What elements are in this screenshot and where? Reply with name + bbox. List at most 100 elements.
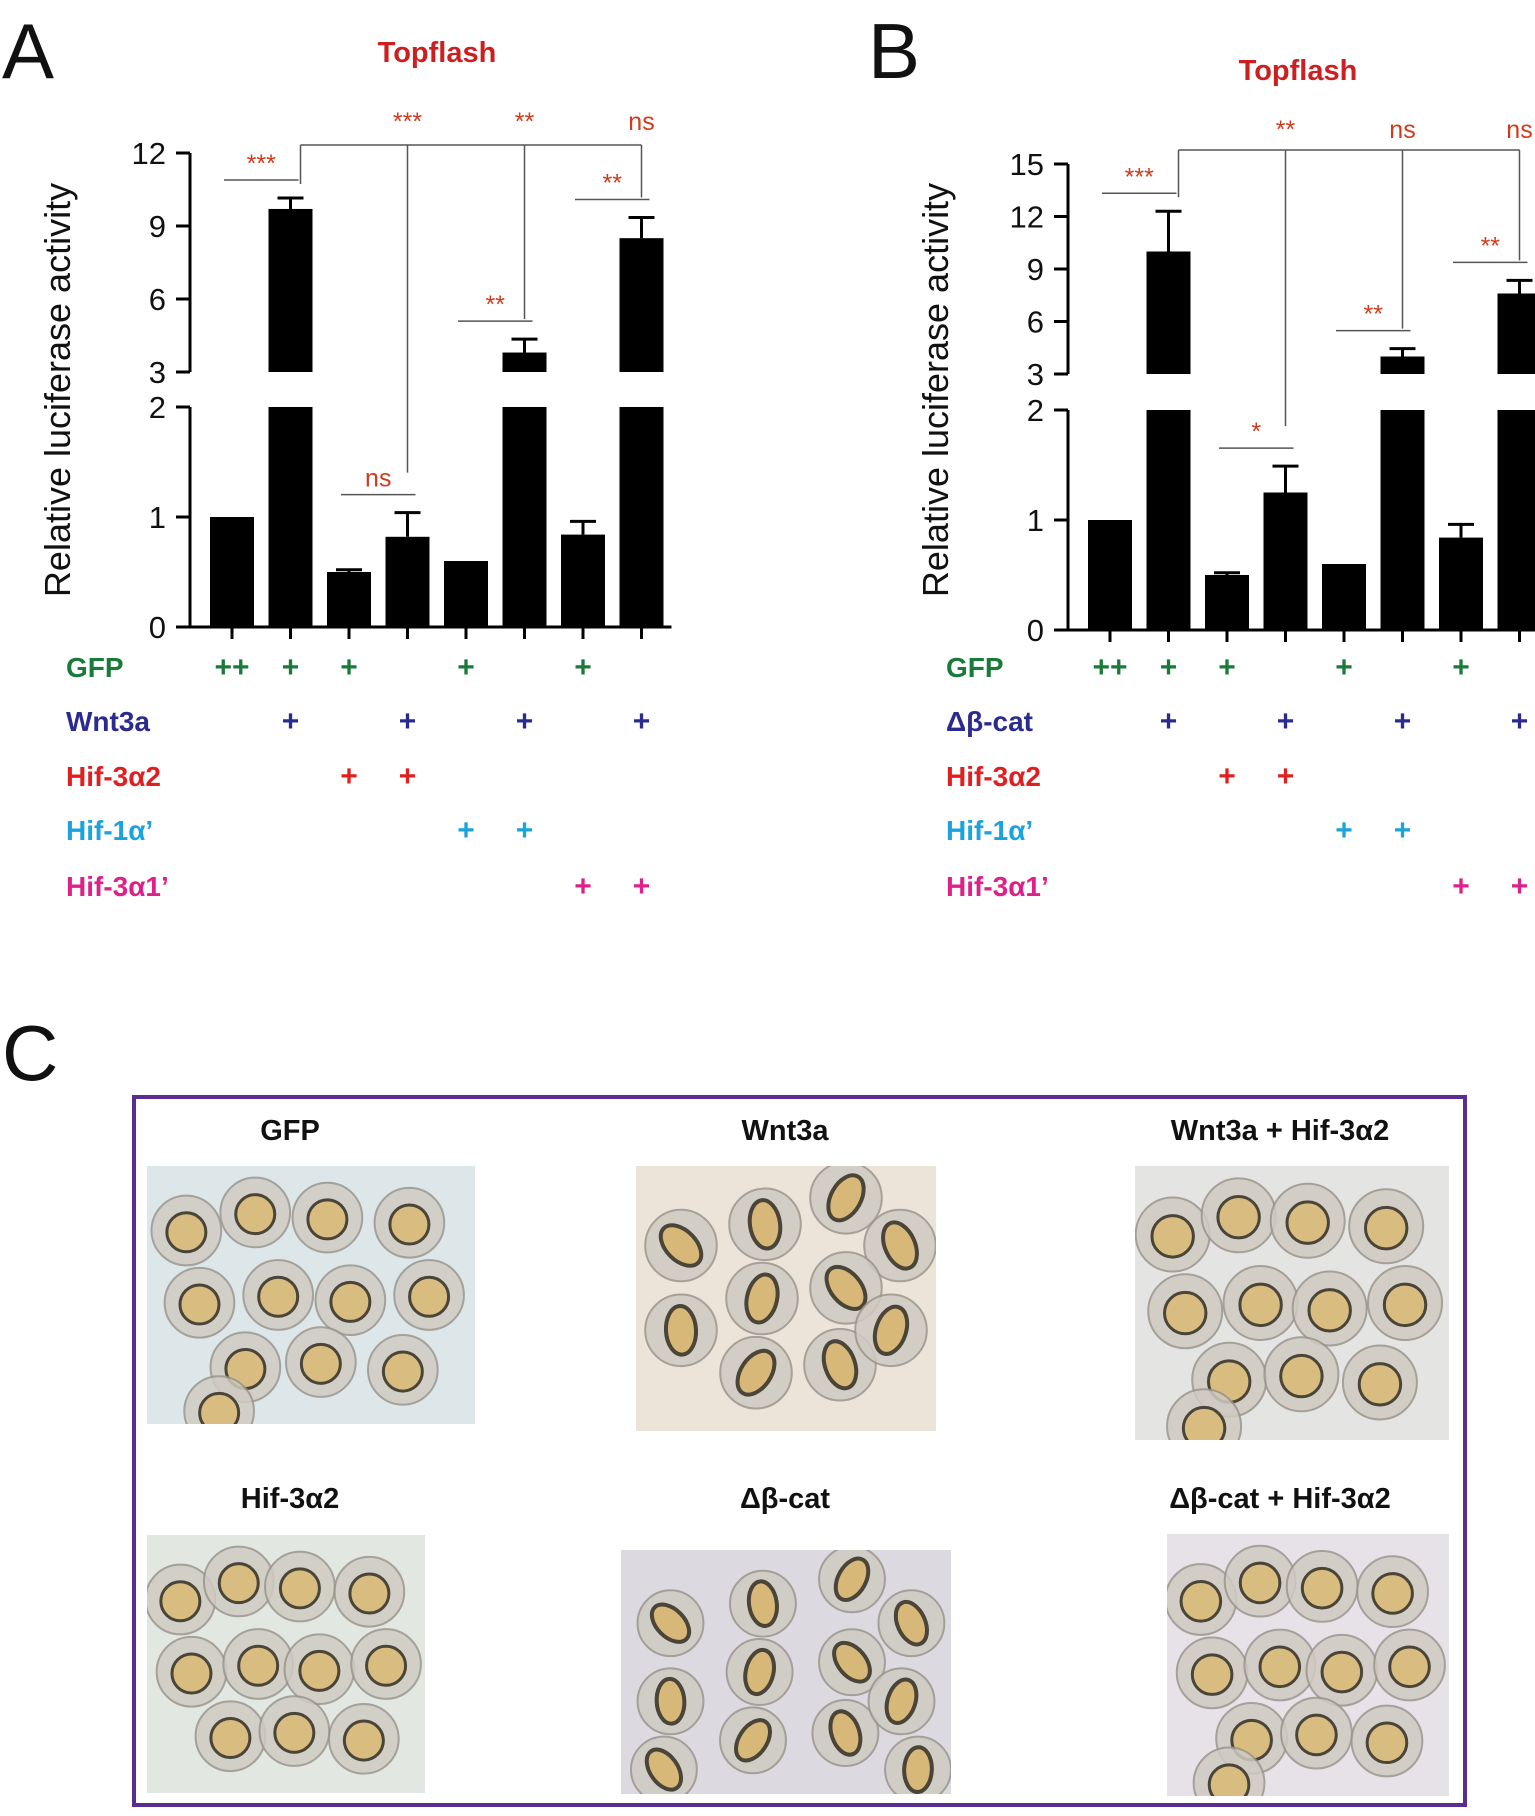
condition-mark: + xyxy=(1511,870,1529,903)
embryo xyxy=(1280,1696,1353,1770)
condition-mark: + xyxy=(282,651,300,684)
y-tick-label: 6 xyxy=(1027,305,1044,340)
y-tick-label: 0 xyxy=(149,610,166,645)
y-axis-label: Relative luciferase activity xyxy=(915,183,956,597)
embryo xyxy=(1305,1633,1379,1707)
embryo xyxy=(258,1695,331,1767)
embryo xyxy=(291,1181,364,1254)
embryo xyxy=(314,1264,387,1336)
embryo xyxy=(222,1628,295,1700)
embryo xyxy=(877,1589,946,1658)
embryo xyxy=(1367,1265,1444,1341)
image-title: GFP xyxy=(260,1115,320,1147)
significance-label: ** xyxy=(1364,301,1384,329)
condition-label: GFP xyxy=(66,652,124,683)
chart-b: Topflash Relative luciferase activity 0 12 3… xyxy=(915,55,1535,903)
bracket-significance-label: ns xyxy=(1506,116,1532,144)
condition-mark: + xyxy=(399,705,417,738)
embryo-group xyxy=(1167,1544,1446,1796)
bar xyxy=(268,208,313,372)
bar xyxy=(502,352,547,372)
condition-label: Hif-3α2 xyxy=(946,761,1041,792)
embryo-photo xyxy=(1167,1534,1449,1796)
bracket-significance-label: ns xyxy=(628,108,654,136)
panel-label-b: B xyxy=(868,7,920,95)
image-title: Δβ-cat + Hif-3α2 xyxy=(1169,1483,1391,1515)
embryo-group xyxy=(629,1550,951,1794)
embryo xyxy=(150,1194,223,1267)
bar xyxy=(210,517,254,627)
embryo xyxy=(147,1563,217,1636)
condition-mark: + xyxy=(1277,760,1295,793)
bar xyxy=(1205,575,1249,630)
image-title: Wnt3a xyxy=(742,1115,830,1147)
condition-mark: + xyxy=(633,705,651,738)
condition-mark: + xyxy=(1335,651,1353,684)
embryo xyxy=(219,1176,292,1249)
condition-mark: + xyxy=(633,870,651,903)
embryo xyxy=(1166,1388,1243,1440)
y-tick-label: 12 xyxy=(1010,200,1044,235)
condition-mark: + xyxy=(1277,705,1295,738)
embryo xyxy=(1350,1704,1424,1778)
bracket-significance-label: *** xyxy=(393,108,422,136)
embryo-group xyxy=(150,1176,465,1424)
bar xyxy=(1322,564,1366,630)
y-tick-label: 2 xyxy=(1027,393,1044,428)
bar xyxy=(561,534,605,627)
condition-mark: + xyxy=(574,651,592,684)
y-tick-label: 1 xyxy=(149,500,166,535)
y-tick-label: 9 xyxy=(1027,252,1044,287)
condition-mark: ++ xyxy=(1092,651,1127,684)
embryo xyxy=(285,1326,357,1398)
embryo xyxy=(818,1550,886,1614)
embryo xyxy=(328,1702,400,1775)
embryo xyxy=(183,1375,255,1424)
embryo xyxy=(1223,1544,1297,1618)
embryo xyxy=(719,1706,787,1775)
embryo xyxy=(350,1628,422,1700)
embryo xyxy=(1222,1265,1299,1341)
embryo xyxy=(803,1327,877,1402)
bar-lower-segment xyxy=(502,407,547,627)
embryo xyxy=(1192,1746,1266,1796)
embryo xyxy=(373,1186,446,1259)
embryo xyxy=(728,1569,797,1638)
condition-label: Hif-3α1’ xyxy=(66,871,169,902)
bracket-significance-label: ** xyxy=(1276,116,1296,144)
panel-label-c: C xyxy=(2,1009,58,1097)
embryo xyxy=(1341,1344,1418,1421)
embryo-group xyxy=(1135,1177,1444,1440)
bar xyxy=(385,536,430,627)
embryo xyxy=(636,1667,705,1736)
y-tick-label: 0 xyxy=(1027,613,1044,648)
embryo-photo xyxy=(621,1550,951,1794)
bar-lower-segment xyxy=(619,407,664,627)
condition-mark: + xyxy=(516,814,534,847)
bar xyxy=(1146,251,1191,374)
y-tick-label: 2 xyxy=(149,390,166,425)
bar xyxy=(444,561,488,627)
embryo-photo xyxy=(1135,1166,1449,1440)
condition-label: Hif-1α’ xyxy=(66,815,153,846)
embryo xyxy=(867,1667,936,1736)
y-tick-label: 3 xyxy=(149,355,166,390)
y-tick-label: 15 xyxy=(1010,147,1044,182)
condition-mark: + xyxy=(282,705,300,738)
bar-lower-segment xyxy=(1146,410,1191,630)
y-axis-label: Relative luciferase activity xyxy=(37,183,78,597)
bar xyxy=(1263,492,1308,630)
embryo-photo xyxy=(147,1166,475,1424)
significance-label: *** xyxy=(247,150,276,178)
condition-mark: + xyxy=(340,651,358,684)
embryo-photo xyxy=(636,1166,936,1431)
image-title: Hif-3α2 xyxy=(241,1483,339,1515)
chart-title: Topflash xyxy=(1239,55,1358,87)
bar xyxy=(1439,537,1483,630)
bar xyxy=(1380,356,1425,374)
significance-label: ** xyxy=(486,291,506,319)
embryo xyxy=(1200,1177,1277,1254)
y-tick-label: 3 xyxy=(1027,357,1044,392)
condition-mark: + xyxy=(340,760,358,793)
